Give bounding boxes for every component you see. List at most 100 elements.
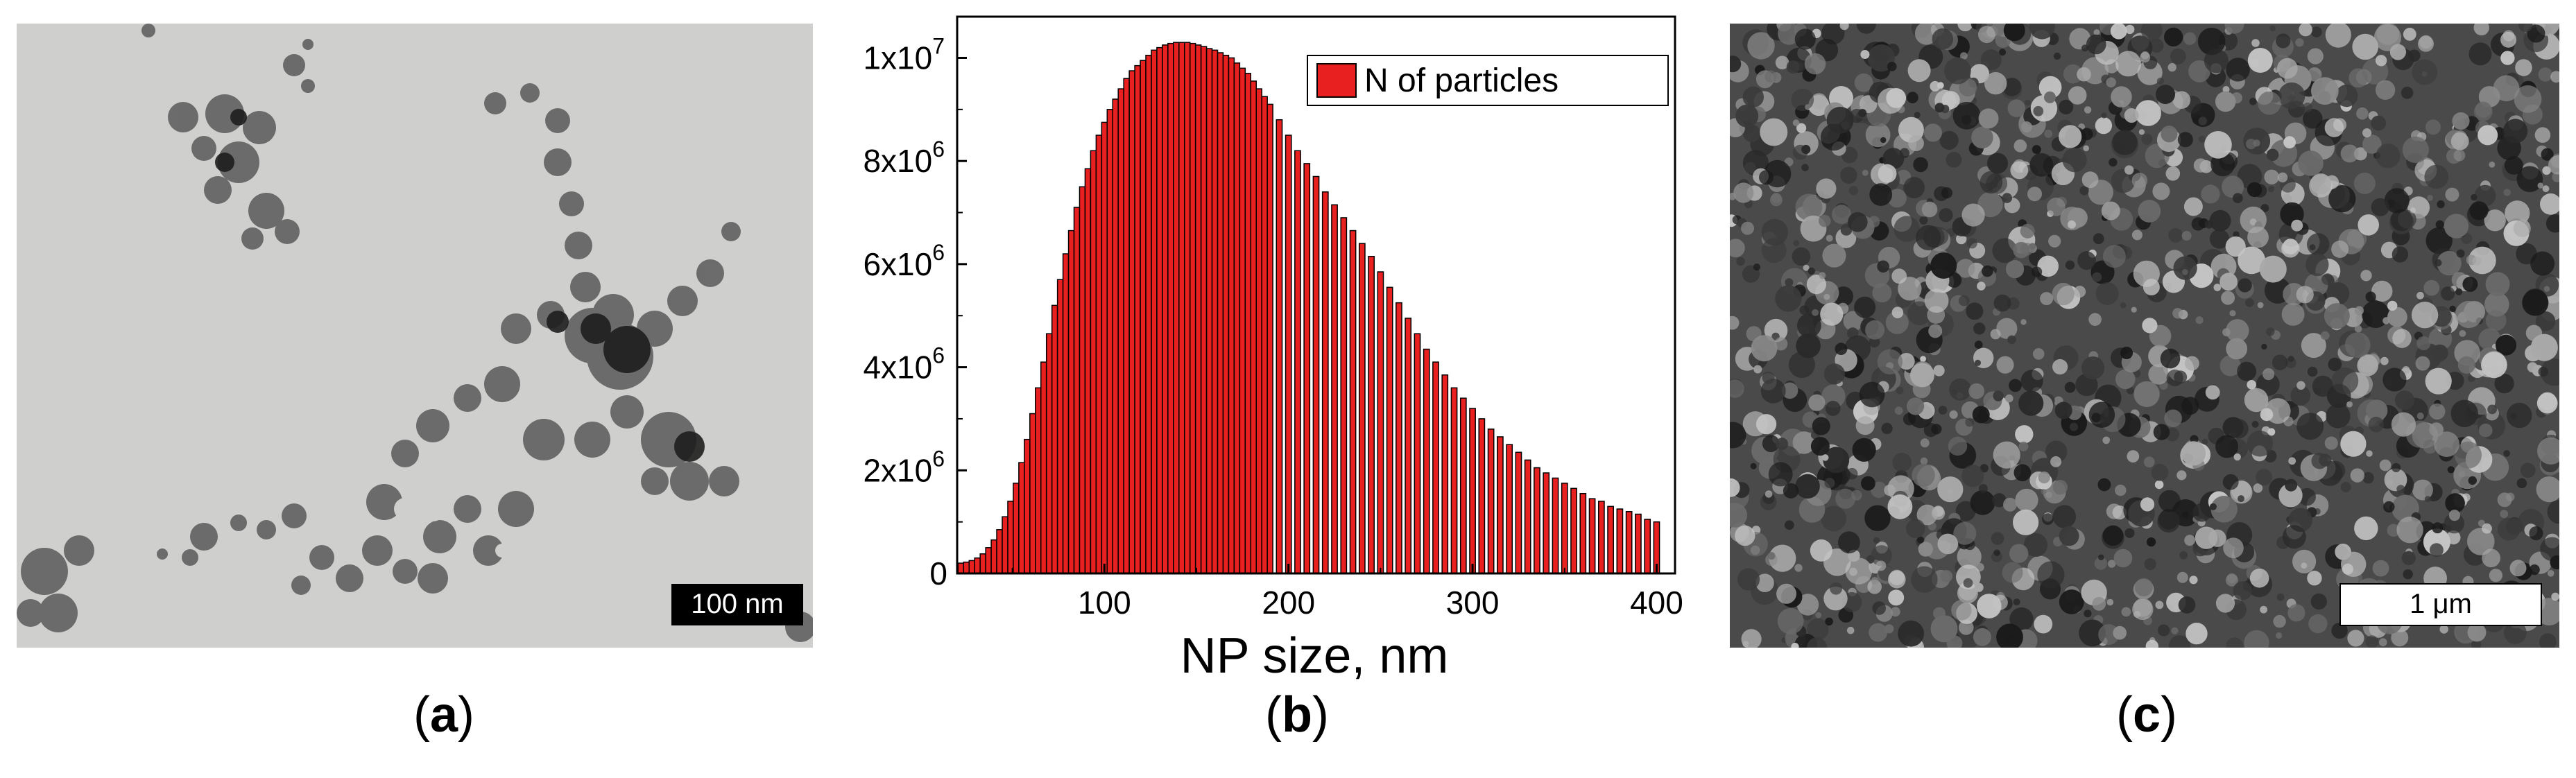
bar	[985, 547, 992, 574]
y-tick-label: 6x106	[863, 240, 945, 282]
legend-label: N of particles	[1364, 62, 1559, 99]
bar	[990, 539, 997, 574]
tem-scale-bar-label: 100 nm	[691, 589, 783, 619]
bar	[1368, 255, 1375, 574]
panel-a: 100 nm	[17, 24, 816, 648]
bar	[1625, 511, 1633, 574]
bar	[1079, 186, 1086, 574]
bar	[1167, 42, 1174, 574]
bar	[1222, 55, 1230, 574]
bar	[1040, 361, 1047, 574]
bar	[1184, 42, 1191, 574]
bar	[1524, 459, 1531, 574]
caption-b-letter: b	[1282, 687, 1312, 743]
bar	[1217, 52, 1224, 574]
bar	[1162, 44, 1169, 574]
bar	[1321, 191, 1329, 574]
bar	[1261, 96, 1268, 574]
bar	[1450, 387, 1458, 574]
bar	[1200, 46, 1208, 574]
bar	[1543, 472, 1550, 574]
bar	[1561, 483, 1568, 574]
bar	[1035, 387, 1042, 574]
bar	[1497, 436, 1504, 574]
bar	[1056, 279, 1064, 574]
bar	[1459, 397, 1467, 574]
caption-a-letter: a	[429, 687, 458, 743]
x-axis: 100 200 300 400	[1011, 564, 1683, 621]
legend-box	[1307, 55, 1669, 106]
bar	[1073, 207, 1081, 574]
y-axis: 0 2x106 4x106 6x106 8x106 1x107	[863, 33, 967, 591]
bar	[1340, 217, 1348, 574]
bar	[1178, 42, 1185, 574]
panel-b: 0 2x106 4x106 6x106 8x106 1x107 100 200 300 400 …	[836, 0, 1689, 686]
bar	[1024, 438, 1031, 574]
sem-image: 1 μm	[1719, 12, 2571, 658]
x-axis-title: NP size, nm	[1180, 628, 1449, 684]
caption-c: (c)	[2115, 687, 2177, 743]
y-tick-label: 0	[929, 555, 947, 591]
bar	[1051, 304, 1058, 574]
caption-b: (b)	[1265, 687, 1329, 743]
legend: N of particles	[1307, 55, 1669, 106]
bar	[1090, 150, 1097, 574]
bar	[1117, 88, 1124, 574]
bar	[1294, 150, 1301, 574]
bar	[1506, 444, 1513, 574]
bar	[1515, 451, 1522, 574]
bar	[963, 561, 970, 574]
bar	[1045, 333, 1053, 574]
bar	[1607, 505, 1614, 574]
bar	[1405, 318, 1412, 574]
y-tick-label: 4x106	[863, 343, 945, 386]
bar	[1358, 243, 1366, 574]
bar	[1228, 57, 1235, 574]
bar	[1331, 204, 1338, 574]
x-tick-label: 200	[1262, 585, 1315, 621]
x-tick-label: 400	[1630, 585, 1683, 621]
bar	[957, 562, 965, 574]
bar	[1386, 286, 1393, 574]
bar	[1276, 119, 1283, 574]
bar	[1173, 42, 1180, 574]
bar	[1134, 64, 1141, 574]
sem-scale-bar-label: 1 μm	[2410, 589, 2472, 619]
bar	[1432, 361, 1439, 574]
bar	[1635, 513, 1642, 574]
bar	[1441, 374, 1449, 574]
bar	[1211, 49, 1219, 574]
plot-frame	[956, 15, 1676, 575]
bar	[1616, 508, 1624, 574]
bar	[1266, 103, 1273, 574]
bar	[1112, 98, 1119, 574]
bar	[1534, 467, 1540, 574]
bar	[1123, 78, 1130, 574]
bar	[1312, 175, 1320, 574]
bar	[1067, 230, 1075, 574]
bar	[1478, 418, 1486, 574]
x-tick-label: 300	[1446, 585, 1500, 621]
bar	[1140, 60, 1147, 574]
bar	[968, 560, 975, 574]
bar	[1244, 73, 1252, 574]
bar	[1018, 462, 1025, 574]
bar	[1552, 477, 1559, 574]
bar	[1414, 333, 1421, 574]
bar	[1084, 168, 1092, 574]
tem-image: 100 nm	[17, 24, 816, 648]
bar	[1007, 501, 1014, 574]
bar	[1106, 109, 1113, 574]
bar	[1156, 46, 1163, 574]
panel-c: 1 μm	[1719, 12, 2571, 658]
bar	[1013, 483, 1020, 574]
caption-a: (a)	[413, 687, 474, 743]
bar	[1002, 516, 1008, 574]
bar	[1250, 80, 1257, 574]
bar	[1303, 163, 1311, 574]
bar	[1189, 42, 1196, 574]
bar	[1194, 44, 1202, 574]
bar	[1233, 62, 1241, 574]
bar	[1570, 487, 1577, 574]
bar	[1101, 121, 1108, 574]
